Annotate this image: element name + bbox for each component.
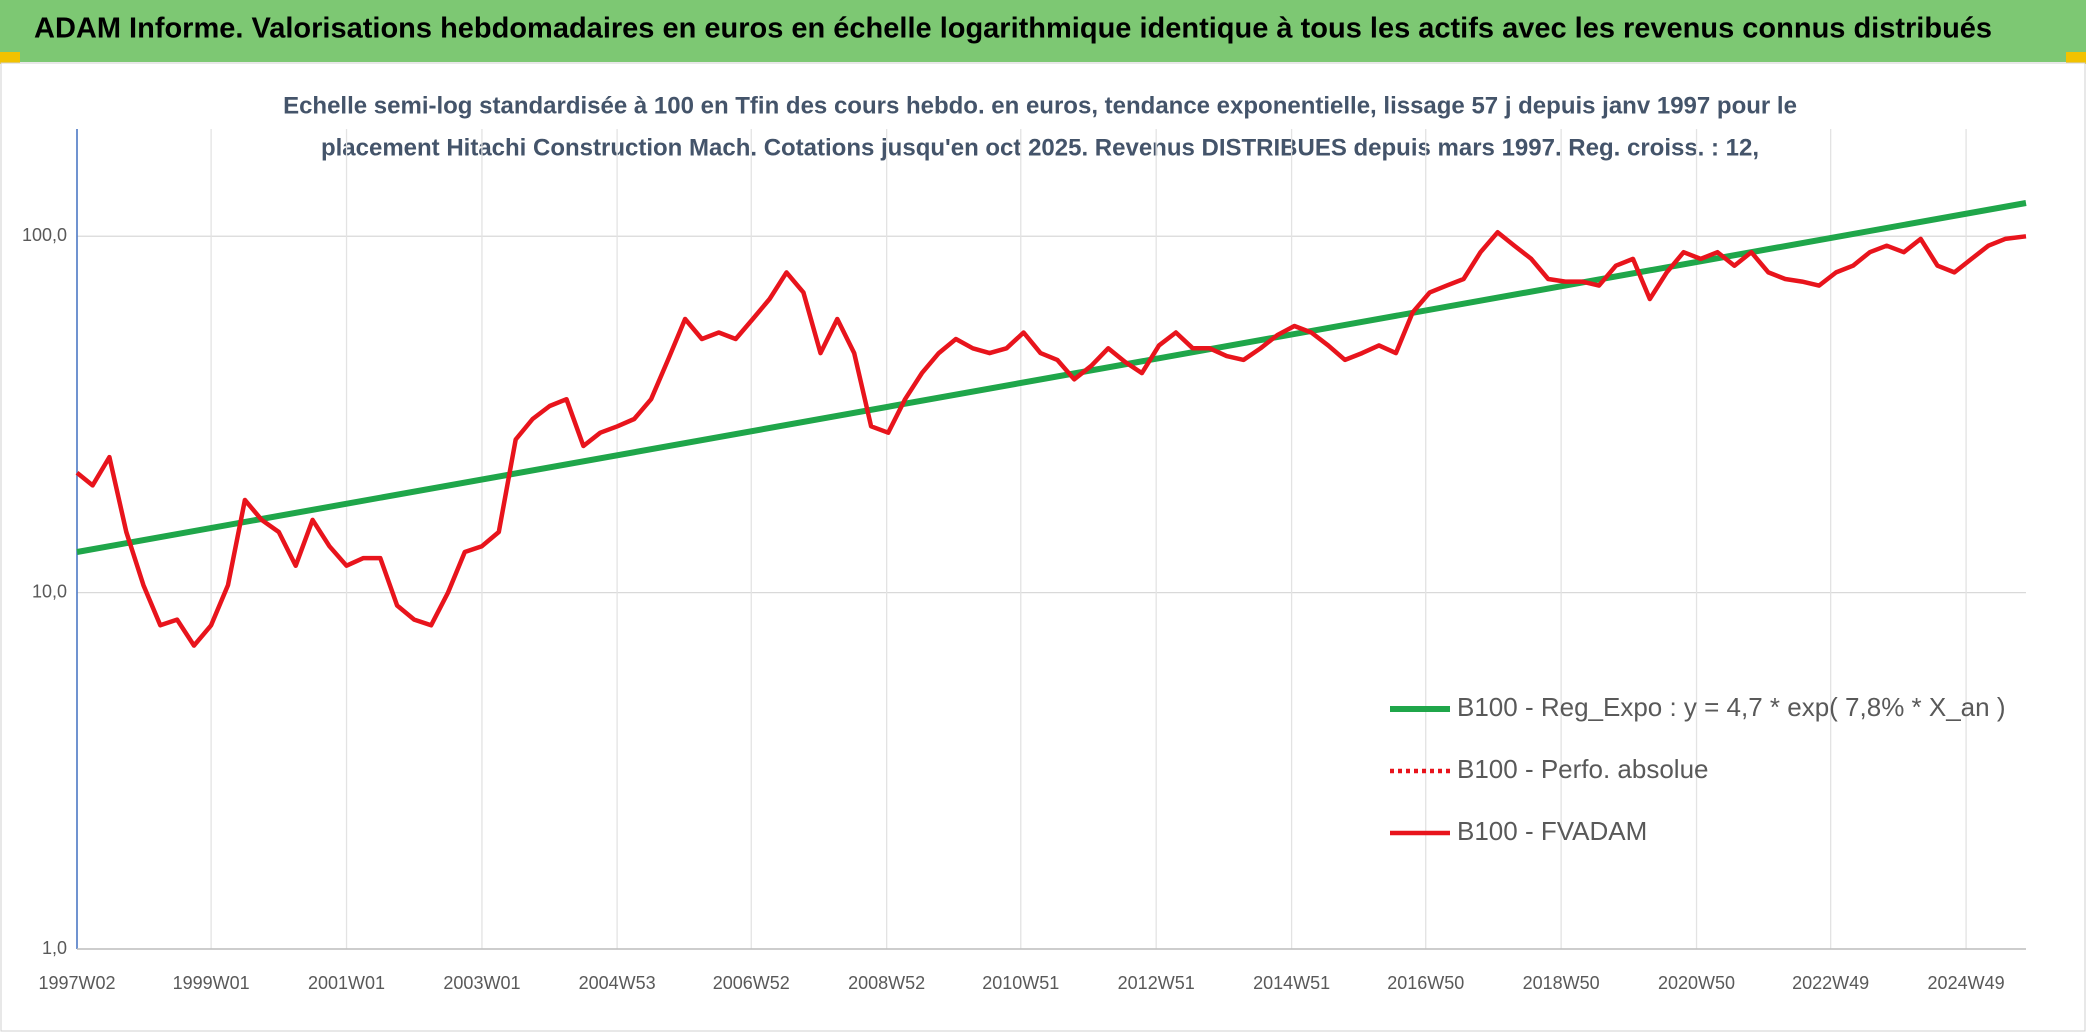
x-tick-label: 2014W51 bbox=[1253, 973, 1330, 993]
series-line bbox=[76, 200, 2027, 555]
legend-label: B100 - Perfo. absolue bbox=[1457, 754, 1709, 784]
x-tick-label: 2001W01 bbox=[308, 973, 385, 993]
x-tick-label: 2022W49 bbox=[1792, 973, 1869, 993]
header-title: ADAM Informe. Valorisations hebdomadaire… bbox=[34, 13, 1992, 45]
x-tick-label: 2003W01 bbox=[443, 973, 520, 993]
x-tick-label: 2020W50 bbox=[1658, 973, 1735, 993]
x-tick-label: 1997W02 bbox=[38, 973, 115, 993]
x-tick-label: 2018W50 bbox=[1523, 973, 1600, 993]
x-tick-label: 2024W49 bbox=[1928, 973, 2005, 993]
legend-label: B100 - FVADAM bbox=[1457, 816, 1647, 846]
chart-frame bbox=[0, 62, 2086, 1032]
y-tick-label: 1,0 bbox=[42, 938, 67, 958]
legend-label: B100 - Reg_Expo : y = 4,7 * exp( 7,8% * … bbox=[1457, 692, 2006, 722]
x-tick-label: 2010W51 bbox=[982, 973, 1059, 993]
series-line bbox=[75, 230, 2027, 648]
x-tick-label: 2006W52 bbox=[713, 973, 790, 993]
x-tick-label: 1999W01 bbox=[173, 973, 250, 993]
x-tick-label: 2016W50 bbox=[1387, 973, 1464, 993]
x-tick-label: 2004W53 bbox=[579, 973, 656, 993]
y-tick-label: 10,0 bbox=[32, 581, 67, 601]
x-tick-label: 2008W52 bbox=[848, 973, 925, 993]
y-tick-label: 100,0 bbox=[22, 225, 67, 245]
x-tick-label: 2012W51 bbox=[1118, 973, 1195, 993]
header-bar bbox=[0, 0, 2086, 62]
plot: 1,0 10,0 100,0 1997W02 1999W01 2001W01 2003W01… bbox=[22, 129, 2027, 993]
chart-title: placement Hitachi Construction Mach. Cot… bbox=[321, 134, 1759, 161]
corner-mark bbox=[0, 52, 20, 64]
corner-mark bbox=[2066, 52, 2086, 64]
chart-title: Echelle semi-log standardisée à 100 en T… bbox=[283, 92, 1797, 119]
